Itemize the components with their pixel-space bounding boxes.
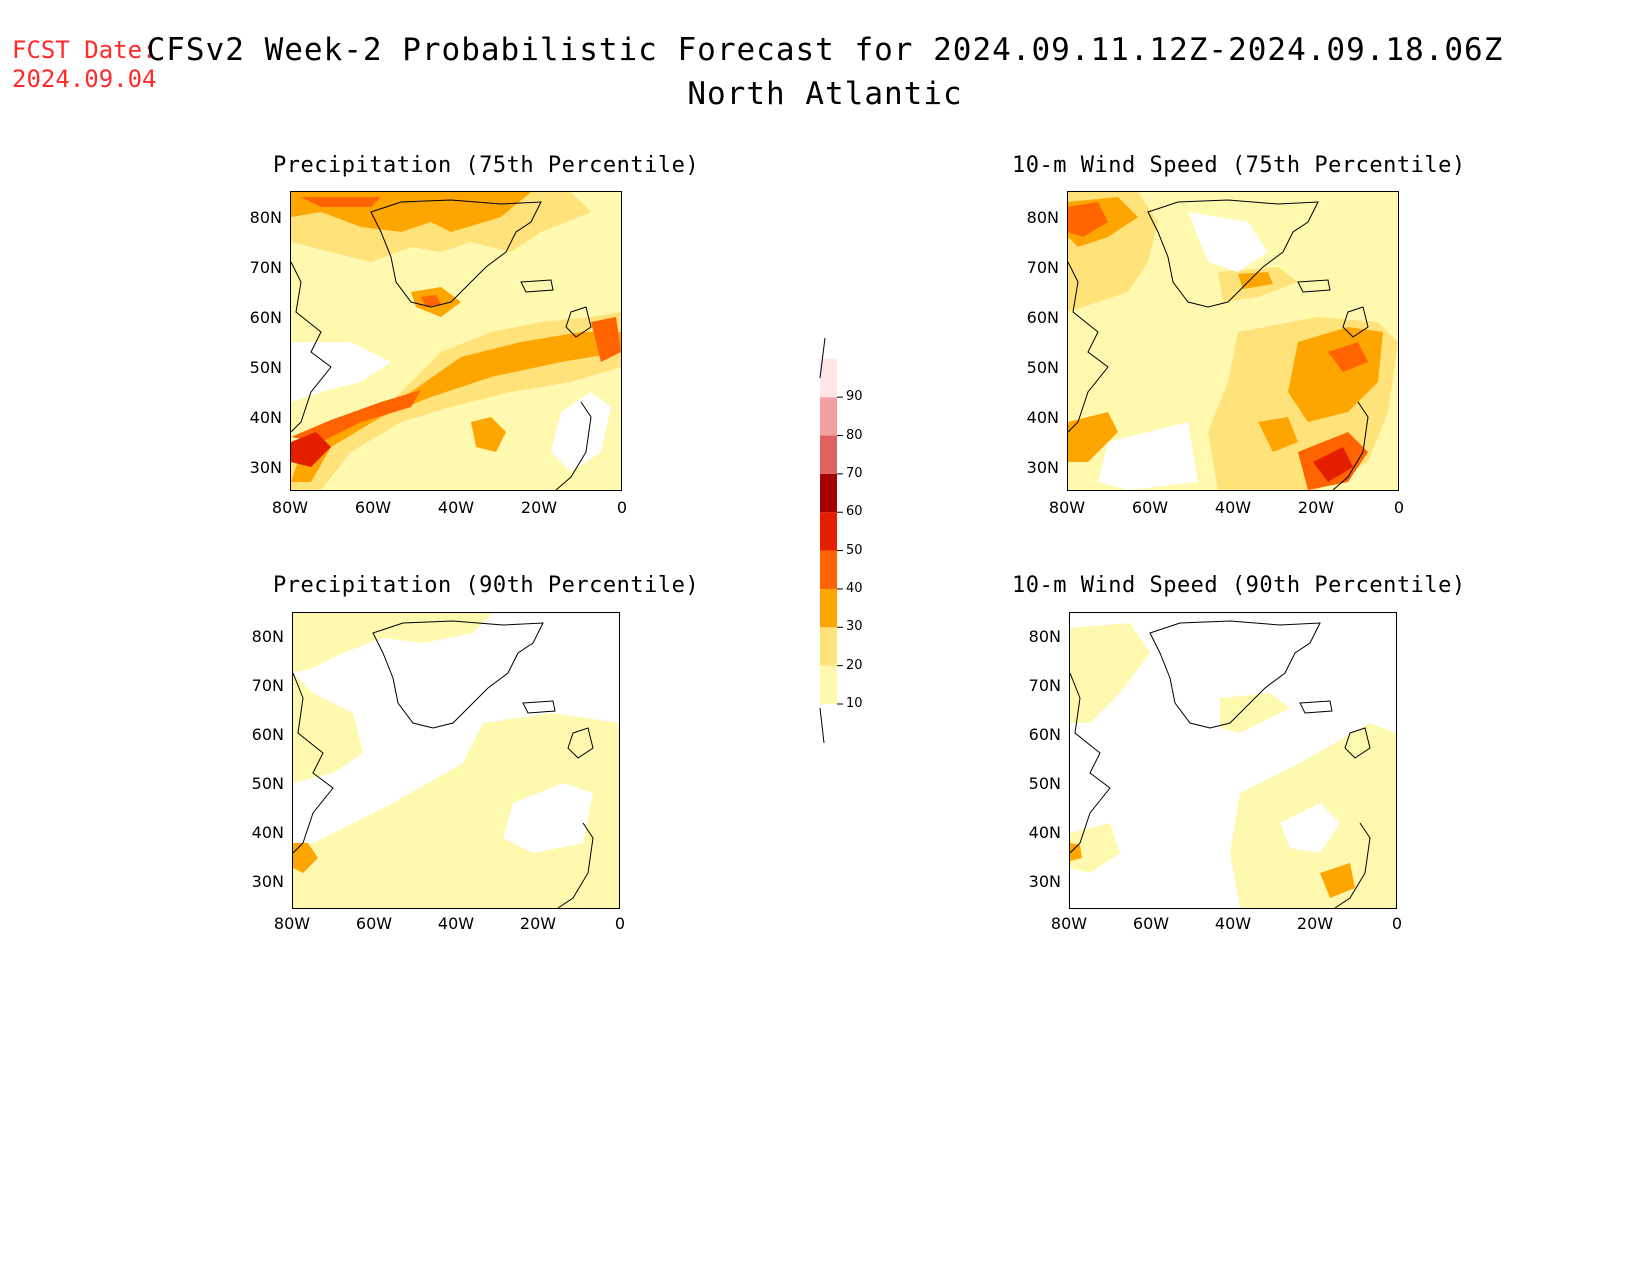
colorbar-band (820, 435, 837, 474)
colorbar-label: 70 (846, 465, 863, 481)
colorbar-label: 80 (846, 427, 863, 443)
colorbar-band (820, 397, 837, 436)
map-wind-90 (1069, 612, 1397, 909)
lat-label-80n: 80N (251, 627, 284, 646)
lon-label-60w: 60W (1132, 914, 1170, 933)
lat-label-30n: 30N (251, 872, 284, 891)
panel-title-precip-90: Precipitation (90th Percentile) (273, 573, 700, 598)
lat-label-70n: 70N (1026, 258, 1059, 277)
lat-label-40n: 40N (251, 823, 284, 842)
lon-label-20w: 20W (1297, 498, 1335, 517)
lat-label-40n: 40N (1028, 823, 1061, 842)
lon-label-20w: 20W (519, 914, 557, 933)
panel-title-wind-75: 10-m Wind Speed (75th Percentile) (1012, 153, 1466, 178)
map-wind-75-field (1068, 192, 1398, 490)
page-title: CFSv2 Week-2 Probabilistic Forecast for … (146, 32, 1504, 68)
lon-label-40w: 40W (1214, 914, 1252, 933)
lat-label-60n: 60N (251, 725, 284, 744)
lon-label-20w: 20W (1296, 914, 1334, 933)
map-wind-75 (1067, 191, 1399, 491)
colorbar-band (820, 550, 837, 589)
lat-label-70n: 70N (249, 258, 282, 277)
panel-title-precip-75: Precipitation (75th Percentile) (273, 153, 700, 178)
lon-label-80w: 80W (1048, 498, 1086, 517)
colorbar-band (820, 588, 837, 628)
lat-label-70n: 70N (1028, 676, 1061, 695)
colorbar (810, 337, 870, 748)
lat-label-40n: 40N (249, 408, 282, 427)
lon-label-0: 0 (616, 498, 628, 517)
lat-label-70n: 70N (251, 676, 284, 695)
lat-label-30n: 30N (1026, 458, 1059, 477)
lon-label-20w: 20W (520, 498, 558, 517)
fcst-date-value: 2024.09.04 (12, 65, 157, 93)
lon-label-40w: 40W (437, 498, 475, 517)
lon-label-0: 0 (1393, 498, 1405, 517)
lat-label-80n: 80N (249, 208, 282, 227)
colorbar-label: 50 (846, 542, 863, 558)
lon-label-60w: 60W (1131, 498, 1169, 517)
lat-label-50n: 50N (251, 774, 284, 793)
lon-label-60w: 60W (355, 914, 393, 933)
map-wind-90-field (1070, 613, 1396, 908)
lon-label-80w: 80W (273, 914, 311, 933)
panel-title-wind-90: 10-m Wind Speed (90th Percentile) (1012, 573, 1466, 598)
lat-label-80n: 80N (1026, 208, 1059, 227)
lat-label-50n: 50N (1028, 774, 1061, 793)
lat-label-60n: 60N (249, 308, 282, 327)
colorbar-band (820, 512, 837, 551)
lon-label-40w: 40W (1214, 498, 1252, 517)
lat-label-50n: 50N (249, 358, 282, 377)
lon-label-60w: 60W (354, 498, 392, 517)
lat-label-60n: 60N (1026, 308, 1059, 327)
colorbar-band (820, 473, 837, 513)
colorbar-band (820, 665, 837, 704)
fcst-date-label: FCST Date: (12, 36, 157, 64)
map-precip-75-field (291, 192, 621, 490)
lat-label-30n: 30N (249, 458, 282, 477)
colorbar-label: 90 (846, 389, 863, 405)
colorbar-label: 30 (846, 619, 863, 635)
map-precip-90-field (293, 613, 619, 908)
lat-label-50n: 50N (1026, 358, 1059, 377)
page-subtitle: North Atlantic (687, 76, 963, 112)
lon-label-80w: 80W (1050, 914, 1088, 933)
colorbar-label: 40 (846, 580, 863, 596)
lon-label-0: 0 (1391, 914, 1403, 933)
lon-label-40w: 40W (437, 914, 475, 933)
colorbar-label: 20 (846, 657, 863, 673)
lon-label-80w: 80W (271, 498, 309, 517)
colorbar-graphic (819, 337, 843, 744)
lat-label-60n: 60N (1028, 725, 1061, 744)
colorbar-band (820, 358, 837, 398)
map-precip-75 (290, 191, 622, 491)
colorbar-band (820, 627, 837, 666)
colorbar-label: 60 (846, 504, 863, 520)
lon-label-0: 0 (614, 914, 626, 933)
lat-label-80n: 80N (1028, 627, 1061, 646)
lat-label-40n: 40N (1026, 408, 1059, 427)
colorbar-label: 10 (846, 696, 863, 711)
lat-label-30n: 30N (1028, 872, 1061, 891)
map-precip-90 (292, 612, 620, 909)
